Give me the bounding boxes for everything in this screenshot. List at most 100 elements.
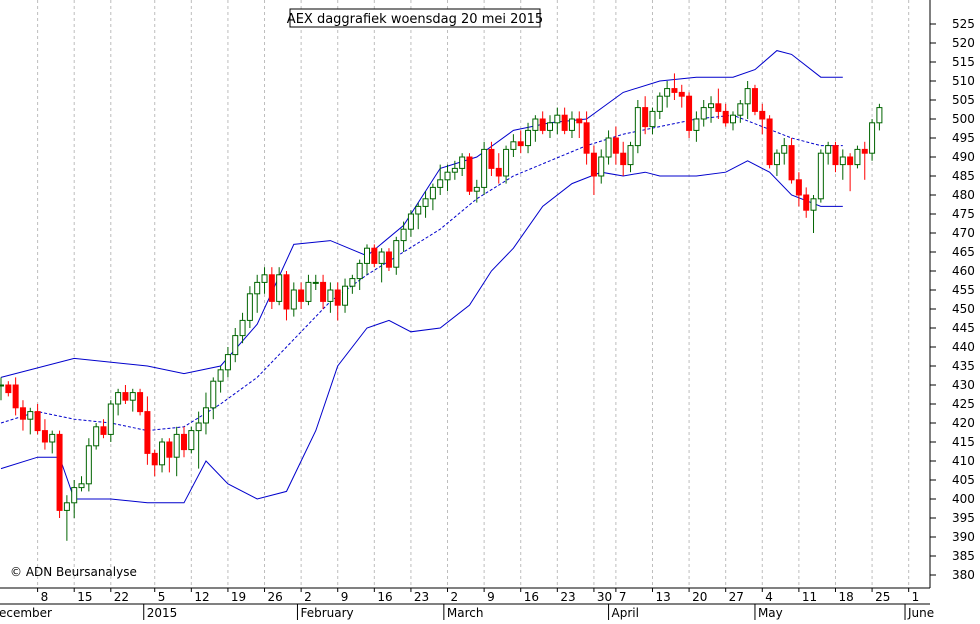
- candle-81: [590, 145, 597, 195]
- candle-1: [5, 381, 12, 397]
- y-tick-label-460: 460: [952, 264, 975, 278]
- candle-101: [737, 100, 744, 123]
- x-axis: 8 15 22 5 12 19 26 2 9 16 23 2 9 16 23 30 7 13 20 27 4 11 18 25…: [37, 588, 919, 604]
- candle-57: [415, 202, 422, 230]
- candle-body-32: [232, 335, 239, 356]
- candle-4: [27, 407, 34, 435]
- y-tick-label-435: 435: [952, 359, 975, 373]
- candle-body-89: [649, 110, 656, 128]
- candle-90: [656, 92, 663, 119]
- candle-body-61: [444, 171, 451, 181]
- candle-body-41: [298, 289, 305, 302]
- candle-100: [730, 111, 736, 131]
- candle-86: [627, 141, 634, 173]
- y-tick-label-415: 415: [952, 435, 975, 449]
- candle-50: [364, 244, 370, 275]
- candle-body-51: [371, 247, 378, 264]
- candle-6: [41, 419, 48, 450]
- candle-body-90: [656, 95, 663, 112]
- candle-120: [876, 103, 883, 131]
- candle-7: [49, 430, 56, 454]
- candle-body-120: [876, 107, 883, 124]
- candle-47: [342, 278, 349, 313]
- candle-body-18: [129, 392, 136, 401]
- candle-body-30: [217, 369, 224, 382]
- month-label-0: ecember: [0, 606, 52, 620]
- candle-3: [19, 400, 26, 431]
- candle-112: [817, 149, 824, 203]
- candle-body-113: [825, 145, 832, 154]
- candle-body-97: [708, 103, 715, 109]
- candle-40: [290, 282, 297, 317]
- candle-body-58: [422, 198, 429, 207]
- candle-body-22: [159, 441, 166, 466]
- candle-body-94: [686, 95, 693, 131]
- candle-18: [129, 388, 136, 412]
- candle-52: [378, 248, 385, 283]
- candle-body-82: [598, 156, 605, 177]
- candle-body-69: [503, 148, 510, 177]
- y-tick-label-485: 485: [952, 169, 975, 183]
- candle-body-43: [312, 281, 319, 284]
- candle-74: [539, 111, 546, 135]
- candle-body-59: [429, 186, 436, 200]
- month-label-6: June: [907, 606, 934, 620]
- month-label-3: March: [447, 606, 484, 620]
- candle-body-75: [547, 122, 553, 131]
- candle-body-8: [56, 433, 63, 511]
- candle-body-48: [349, 278, 356, 287]
- candle-91: [664, 81, 671, 108]
- candle-105: [766, 115, 773, 169]
- candle-54: [393, 236, 400, 275]
- candle-94: [686, 92, 693, 138]
- candle-body-109: [795, 179, 802, 196]
- candle-78: [568, 111, 575, 138]
- candle-13: [93, 423, 100, 450]
- candle-55: [400, 221, 407, 252]
- x-tick-label-18: 20: [692, 590, 707, 604]
- candle-30: [217, 366, 224, 393]
- candle-body-76: [554, 114, 561, 124]
- candle-64: [466, 153, 473, 195]
- y-tick-label-480: 480: [952, 188, 975, 202]
- candle-body-78: [568, 118, 575, 131]
- candle-body-31: [224, 354, 231, 371]
- candle-19: [137, 388, 144, 416]
- candle-body-116: [847, 156, 854, 166]
- candle-82: [598, 149, 605, 184]
- x-tick-label-13: 16: [524, 590, 539, 604]
- candle-88: [642, 96, 649, 135]
- candle-12: [85, 438, 92, 492]
- candle-107: [781, 138, 788, 165]
- x-tick-label-4: 12: [194, 590, 209, 604]
- candle-body-77: [561, 114, 568, 131]
- candle-body-27: [195, 422, 202, 432]
- y-tick-label-380: 380: [952, 568, 975, 582]
- candle-75: [547, 115, 553, 138]
- candle-body-26: [188, 430, 195, 451]
- candle-body-63: [459, 156, 466, 169]
- candle-body-0: [0, 384, 4, 387]
- candle-11: [78, 476, 85, 492]
- candle-109: [795, 172, 802, 207]
- candle-body-83: [605, 137, 612, 158]
- candle-body-85: [620, 152, 627, 166]
- candle-106: [773, 149, 780, 176]
- candle-48: [349, 274, 356, 294]
- candle-83: [605, 130, 612, 165]
- x-tick-label-1: 15: [77, 590, 92, 604]
- candle-body-87: [634, 107, 641, 147]
- candle-113: [825, 141, 832, 165]
- candle-62: [451, 160, 458, 180]
- candle-body-5: [34, 411, 41, 432]
- candle-99: [722, 103, 729, 127]
- candle-29: [210, 377, 217, 420]
- candle-79: [576, 111, 583, 138]
- candle-body-103: [751, 88, 758, 112]
- candle-body-106: [773, 152, 780, 166]
- month-label-1: 2015: [147, 606, 178, 620]
- candle-37: [268, 267, 275, 309]
- candle-118: [861, 141, 868, 180]
- candle-45: [327, 282, 334, 313]
